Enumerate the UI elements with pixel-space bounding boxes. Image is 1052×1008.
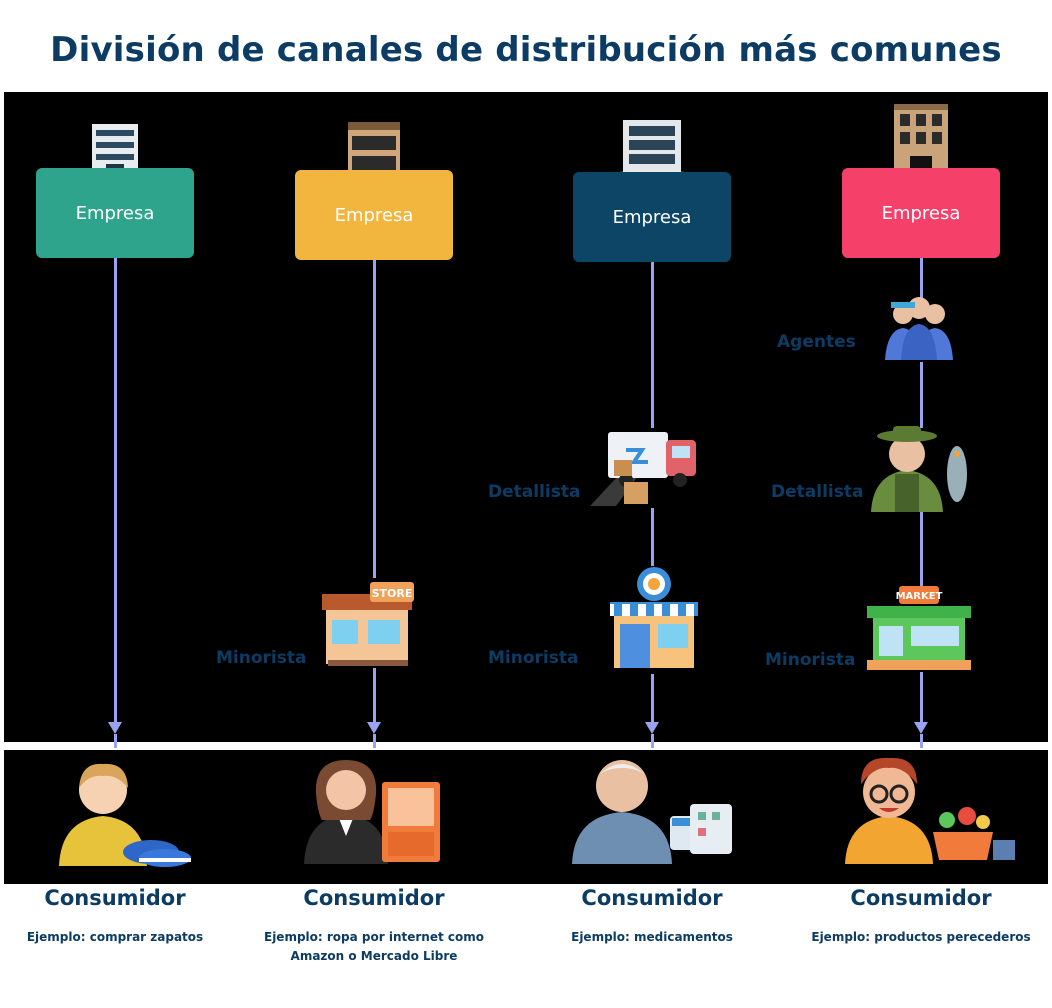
consumer-description: Ejemplo: comprar zapatos xyxy=(26,930,204,944)
consumer-description: Ejemplo: ropa por internet como Amazon o… xyxy=(264,930,484,963)
pharmacy-icon xyxy=(610,567,698,668)
flow-line xyxy=(650,674,654,722)
boy-with-shoes-icon xyxy=(59,763,191,867)
woman-with-closet-icon xyxy=(304,760,440,864)
consumer-label: Consumidor xyxy=(850,886,992,910)
store-icon: STORE xyxy=(322,582,414,666)
flow-line xyxy=(919,734,923,748)
channel-1: Empresa Consumidor Ejemplo: comprar zapa… xyxy=(0,0,245,1008)
flow-line xyxy=(919,258,923,298)
company-box: Empresa xyxy=(842,168,1000,258)
intermediary-label: Detallista xyxy=(488,482,581,502)
company-label: Empresa xyxy=(881,202,961,224)
company-label: Empresa xyxy=(75,202,155,224)
market-icon: MARKET xyxy=(867,586,971,670)
flow-line xyxy=(113,734,117,748)
fisherman-icon xyxy=(871,426,967,512)
flow-line xyxy=(650,262,654,428)
channel-4: Empresa Agentes Detallista MARKET Minori… xyxy=(765,0,1051,1008)
svg-text:STORE: STORE xyxy=(372,587,413,600)
intermediary-label: Detallista xyxy=(771,482,864,502)
consumer-label: Consumidor xyxy=(303,886,445,910)
company-label: Empresa xyxy=(612,206,692,228)
channel-3: Empresa Detallista Minorista xyxy=(488,0,782,1008)
boy-with-groceries-icon xyxy=(845,757,1015,864)
flow-line xyxy=(372,260,376,578)
flow-line xyxy=(650,734,654,748)
company-box: Empresa xyxy=(295,170,453,260)
arrow-down-icon xyxy=(914,722,928,734)
flow-line xyxy=(113,258,117,722)
arrow-down-icon xyxy=(367,722,381,734)
company-box: Empresa xyxy=(36,168,194,258)
svg-text:MARKET: MARKET xyxy=(896,591,943,602)
consumer-description: Ejemplo: medicamentos xyxy=(571,930,733,944)
intermediary-label: Minorista xyxy=(488,648,579,668)
agents-group-icon xyxy=(885,297,953,360)
flow-line xyxy=(372,734,376,748)
page-title: División de canales de distribución más … xyxy=(50,30,1002,70)
flow-line xyxy=(650,508,654,566)
flow-line xyxy=(919,672,923,722)
divider xyxy=(4,744,1048,747)
arrow-down-icon xyxy=(108,722,122,734)
intermediary-label: Minorista xyxy=(216,648,307,668)
office-building-icon xyxy=(894,104,948,176)
consumer-label: Consumidor xyxy=(44,886,186,910)
company-box: Empresa xyxy=(573,172,731,262)
company-label: Empresa xyxy=(334,204,414,226)
consumer-description: Ejemplo: productos perecederos xyxy=(811,930,1031,944)
flow-line xyxy=(919,512,923,586)
flow-line xyxy=(372,668,376,722)
elderly-man-with-medicine-icon xyxy=(572,760,732,864)
intermediary-label: Minorista xyxy=(765,650,856,670)
consumer-label: Consumidor xyxy=(581,886,723,910)
channel-2: Empresa STORE Minorista Consumidor Ejemp… xyxy=(216,0,504,1008)
delivery-truck-icon xyxy=(590,432,696,506)
arrow-down-icon xyxy=(645,722,659,734)
flow-line xyxy=(919,362,923,428)
intermediary-label: Agentes xyxy=(777,332,856,352)
divider xyxy=(4,884,1048,887)
